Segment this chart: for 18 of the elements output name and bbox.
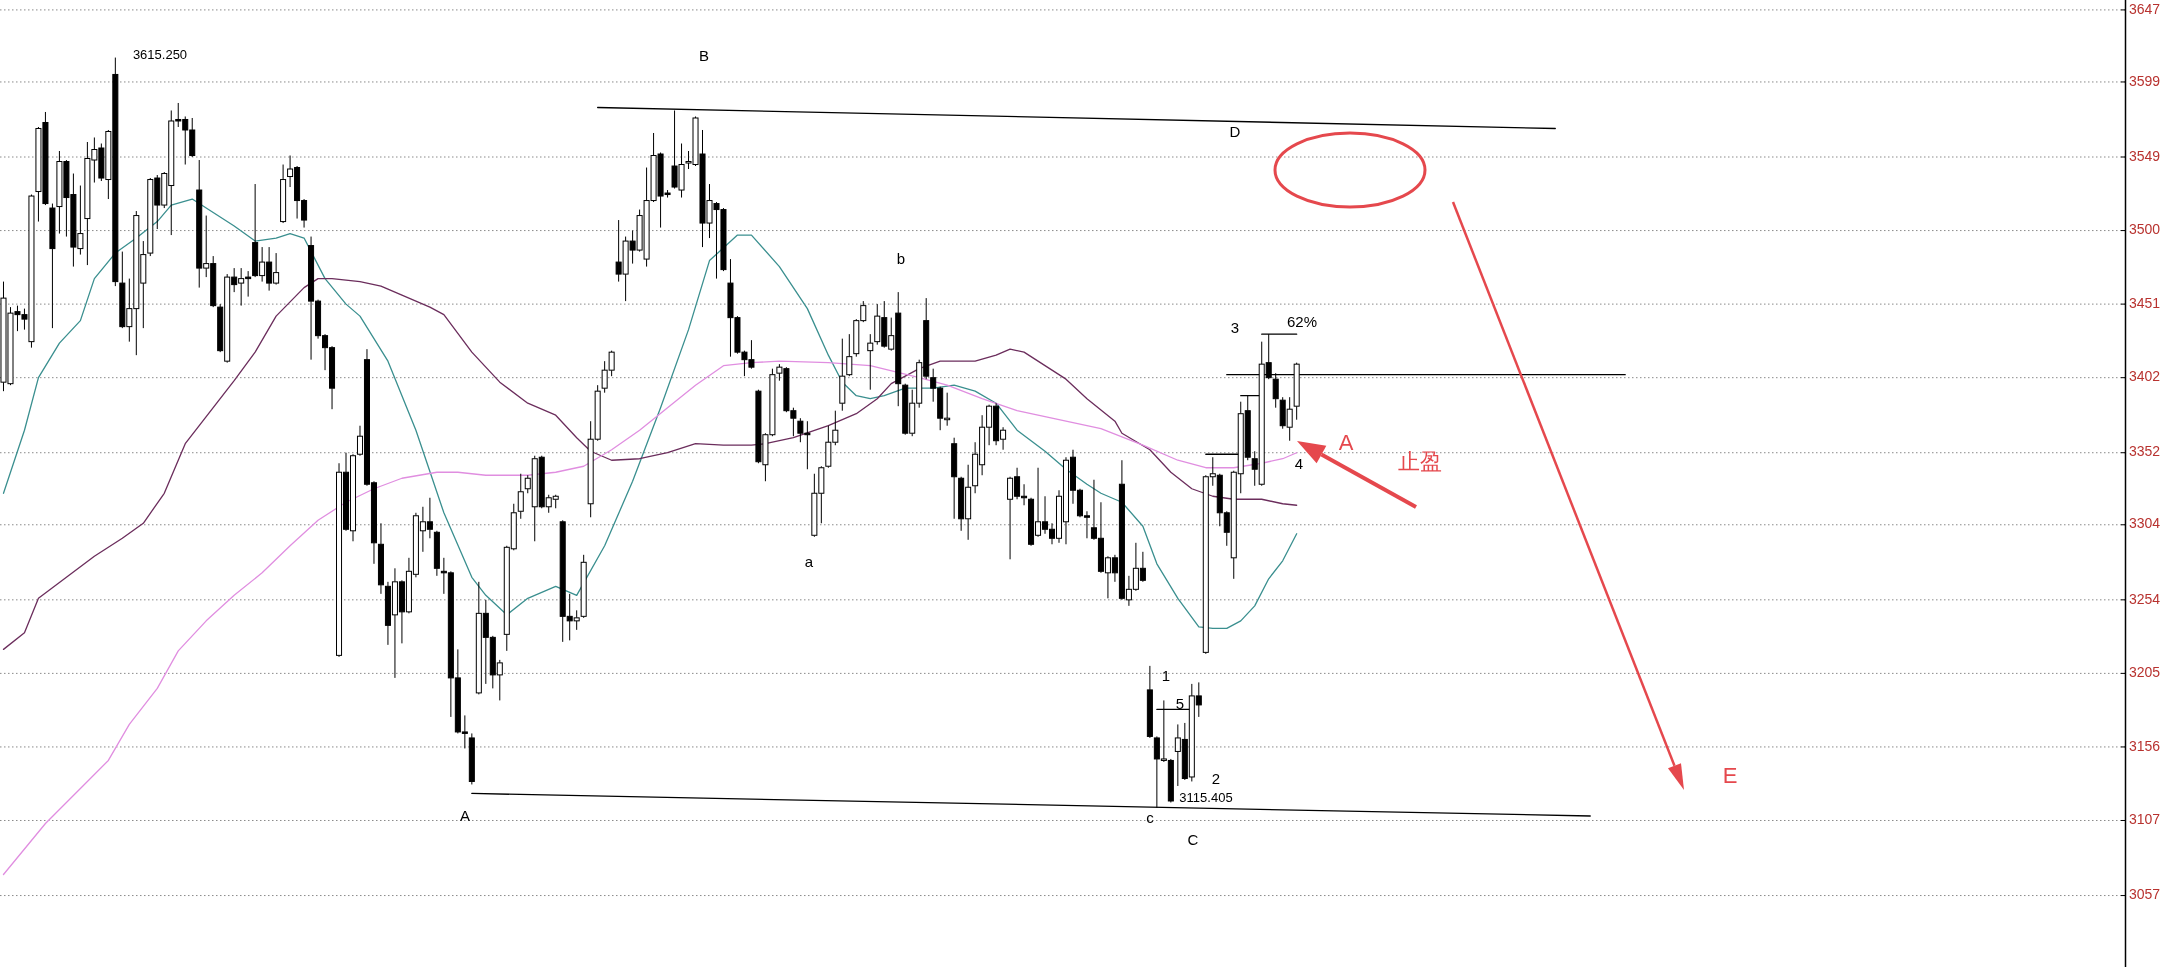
annotation: A xyxy=(1338,429,1354,455)
annotation: a xyxy=(804,552,814,570)
annotation: 3115.405 xyxy=(1179,790,1233,806)
annotation: 2 xyxy=(1211,769,1221,787)
annotation: E xyxy=(1722,762,1738,788)
annotation: 62% xyxy=(1287,312,1317,330)
annotation: D xyxy=(1229,122,1241,140)
annotation: c xyxy=(1146,808,1154,826)
annotation: 3615.250 xyxy=(132,47,188,63)
annotation: 4 xyxy=(1294,454,1304,472)
annotation: C xyxy=(1187,830,1199,848)
annotation: 1 xyxy=(1161,666,1171,684)
annotation: 5 xyxy=(1175,694,1185,712)
annotation: 止盈 xyxy=(1398,448,1442,474)
annotation: A xyxy=(460,806,470,824)
annotation: 3 xyxy=(1230,318,1240,336)
annotation: b xyxy=(896,249,906,267)
annotation: B xyxy=(699,46,709,64)
